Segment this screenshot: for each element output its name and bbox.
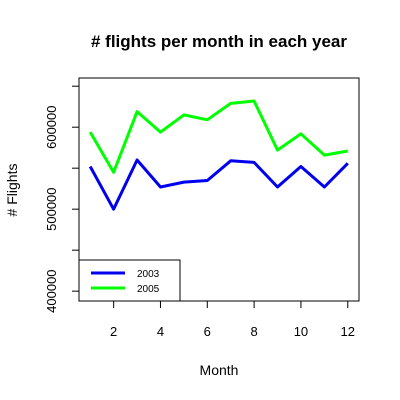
legend-label-2003: 2003 <box>137 269 160 280</box>
x-tick-label-12: 12 <box>341 324 355 339</box>
x-axis-label: Month <box>200 362 239 378</box>
y-tick-label-400000: 400000 <box>44 269 59 312</box>
legend-box <box>78 259 181 302</box>
y-tick-label-600000: 600000 <box>44 105 59 148</box>
series-line-2003 <box>88 158 349 211</box>
x-tick-label-8: 8 <box>250 324 257 339</box>
plot-area-frame <box>78 77 360 302</box>
x-tick-label-6: 6 <box>204 324 211 339</box>
legend-label-2005: 2005 <box>137 284 160 295</box>
x-tick-label-10: 10 <box>294 324 308 339</box>
chart-title: # flights per month in each year <box>91 32 347 51</box>
y-tick-label-500000: 500000 <box>44 187 59 230</box>
x-tick-label-2: 2 <box>110 324 117 339</box>
series-line-2005 <box>88 99 349 174</box>
x-axis: 2 4 6 8 10 12 <box>110 301 355 339</box>
y-axis: 400000 500000 600000 <box>44 85 79 313</box>
x-tick-label-4: 4 <box>157 324 164 339</box>
y-axis-label: # Flights <box>4 164 20 217</box>
series-lines <box>88 99 349 211</box>
legend: 2003 2005 <box>78 259 181 302</box>
